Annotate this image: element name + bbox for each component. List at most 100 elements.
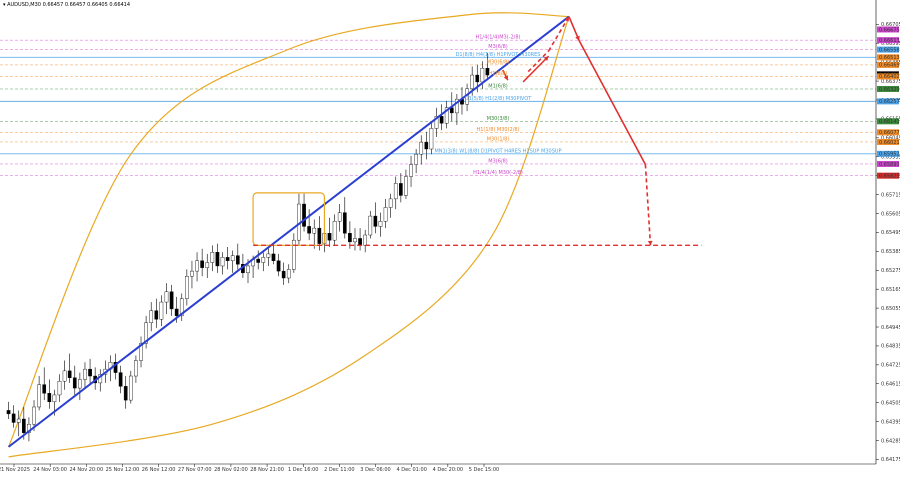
candle-body [327, 233, 332, 241]
candle-body [88, 368, 92, 377]
annotations [7, 15, 702, 448]
candle-body [235, 255, 240, 265]
trend-line [7, 15, 570, 448]
candle-body [164, 291, 169, 303]
y-tick-label: 0.65605 [881, 211, 900, 217]
price-tags: 0.66675 0.66613 0.66558 0.66513 0.66469 0.664… [877, 26, 900, 179]
candle-body [358, 238, 362, 246]
candle-body [281, 270, 286, 279]
forecast-arrowhead [647, 240, 653, 246]
candle-body [353, 238, 357, 243]
price-tag [877, 138, 899, 145]
y-tick-label: 0.65715 [881, 192, 900, 198]
candle-body [134, 360, 138, 377]
price-tag [877, 172, 899, 179]
y-tick-label: 0.64395 [881, 419, 900, 425]
y-tick-label: 0.64725 [881, 363, 900, 369]
candle-body [52, 394, 57, 403]
candle-body [67, 370, 72, 378]
candle-body [47, 393, 52, 403]
candle-body [388, 198, 393, 208]
x-tick-label: 25 Nov 12:00 [106, 467, 140, 473]
candle-body [480, 67, 485, 83]
arc-upper [7, 12, 569, 448]
x-axis: 21 Nov 2025 24 Nov 03:00 24 Nov 20:00 25 No… [0, 464, 499, 473]
candle-body [174, 308, 179, 317]
candle-body [72, 377, 77, 389]
price-tag-label: 0.66329 [879, 87, 900, 93]
candle-body [414, 153, 418, 165]
y-tick-label: 0.64615 [881, 382, 900, 388]
price-tag-label: 0.66469 [879, 63, 900, 69]
price-tag-label: 0.66675 [879, 27, 900, 33]
candle-body [32, 406, 36, 425]
candle-body [399, 183, 403, 196]
candle-body [409, 164, 413, 177]
level-label: M30(3/8) [487, 116, 510, 122]
x-tick-label: 3 Dec 06:00 [360, 467, 390, 473]
candle-body [149, 310, 154, 323]
candle-body [307, 226, 311, 234]
candle-body [11, 413, 16, 423]
level-label: M3(6/8) [488, 44, 507, 50]
candle-body [424, 141, 429, 150]
candle-body [317, 227, 322, 244]
x-tick-label: 28 Nov 21:00 [250, 467, 284, 473]
price-tag-label: 0.66257 [879, 99, 900, 105]
candle-body [455, 98, 459, 114]
symbol-header: ▾ AUDUSD,M30 0.66457 0.66457 0.66405 0.6… [3, 2, 130, 8]
price-tag-label: 0.66021 [879, 140, 900, 146]
price-tag [877, 73, 899, 80]
candle-body [37, 384, 41, 408]
candle-body [419, 141, 424, 155]
candle-body [215, 251, 220, 267]
y-tick-label: 0.66595 [881, 41, 900, 47]
candle-body [312, 227, 317, 234]
candle-body [118, 372, 123, 387]
x-tick-label: 2 Dec 11:00 [324, 467, 354, 473]
candle-body [190, 270, 194, 277]
candle-body [169, 291, 174, 310]
y-tick-label: 0.64505 [881, 400, 900, 406]
candle-body [22, 418, 26, 433]
price-tag [877, 150, 899, 157]
candle-body [256, 258, 261, 263]
price-tag-label: 0.66613 [879, 38, 900, 44]
y-tick-label: 0.64945 [881, 325, 900, 331]
x-tick-label: 5 Dec 15:00 [469, 467, 499, 473]
price-tag [877, 129, 899, 136]
candle-body [6, 410, 11, 415]
price-tag [877, 37, 899, 44]
candle-body [261, 257, 266, 263]
candle-body [332, 221, 337, 241]
price-tag [877, 98, 899, 105]
forecast-segment [527, 50, 550, 73]
x-tick-label: 21 Nov 2025 [0, 467, 30, 473]
level-label: H1(1/8) M30(2/8) [476, 127, 519, 133]
candle-body [113, 362, 118, 373]
y-tick-label: 0.65495 [881, 230, 900, 236]
candle-body [470, 74, 474, 90]
candle-body [271, 253, 276, 261]
candle-body [57, 380, 62, 396]
y-tick-label: 0.66045 [881, 136, 900, 142]
price-tag [877, 61, 899, 68]
candle-body [205, 262, 210, 268]
y-tick-label: 0.65055 [881, 306, 900, 312]
candle-body [348, 233, 352, 243]
price-tag-label: 0.65952 [879, 152, 900, 158]
level-label: H1/4(1/4)M3(-2/8) [475, 35, 520, 41]
price-tag-label: 0.66558 [879, 47, 900, 53]
y-tick-label: 0.64835 [881, 344, 900, 350]
y-tick-label: 0.65165 [881, 287, 900, 293]
level-labels: H1/4(1/4)M3(-2/8) M3(6/8) D1(8/8) H4(1/8) … [434, 35, 561, 177]
candle-body [185, 276, 189, 299]
x-tick-label: 1 Dec 16:00 [288, 467, 318, 473]
candle-body [444, 107, 449, 124]
level-label: H1(8/8) [489, 71, 508, 77]
candle-body [220, 257, 225, 267]
candle-body [276, 260, 281, 272]
price-tag [877, 118, 899, 125]
